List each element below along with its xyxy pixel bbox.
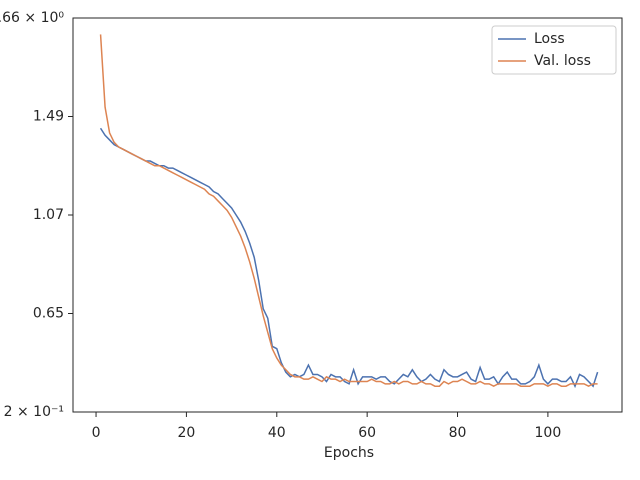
x-tick-label: 100: [535, 425, 562, 441]
x-tick-label: 20: [178, 425, 196, 441]
y-end-label: 1.66 × 10⁰: [0, 10, 64, 26]
legend-label: Loss: [534, 31, 565, 47]
x-tick-label: 80: [449, 425, 467, 441]
series-line: [99, 127, 599, 389]
y-tick-label: 1.49: [33, 109, 64, 125]
x-tick-label: 60: [358, 425, 376, 441]
x-axis-label: Epochs: [324, 445, 374, 461]
x-tick-label: 40: [268, 425, 286, 441]
y-end-label: 2 × 10⁻¹: [4, 404, 64, 420]
legend-box: [491, 25, 617, 75]
y-tick-label: 1.07: [33, 207, 64, 223]
y-tick-label: 0.65: [33, 306, 64, 322]
series-line: [99, 34, 598, 388]
legend-label: Val. loss: [534, 53, 591, 69]
legend: Loss Val. loss: [491, 25, 617, 75]
x-tick-label: 0: [92, 425, 101, 441]
plot-frame: [72, 17, 623, 413]
